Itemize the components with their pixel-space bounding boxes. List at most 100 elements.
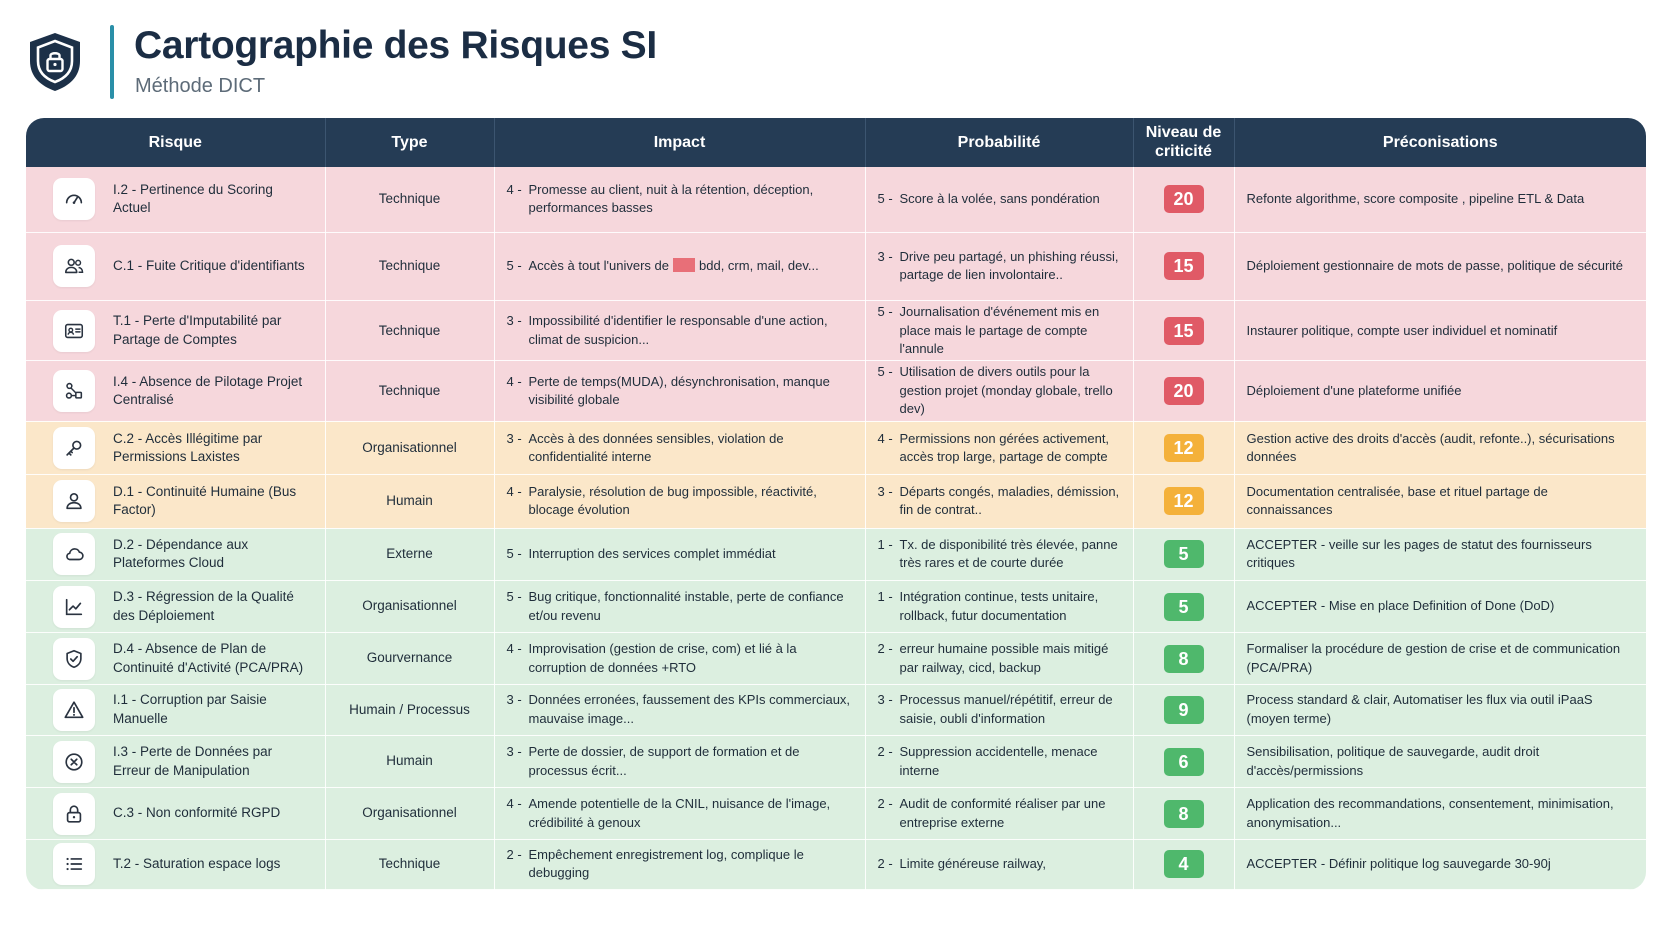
key-icon (66, 440, 82, 456)
criticity-badge: 6 (1163, 747, 1204, 776)
impact-score: 4 - (506, 641, 522, 657)
criticity-badge: 5 (1163, 592, 1204, 621)
impact-text: Interruption des services complet immédi… (528, 546, 776, 562)
impact-text: Accès à des données sensibles, violation… (528, 430, 784, 465)
criticity-badge: 9 (1163, 695, 1204, 724)
risk-icon-box (53, 843, 95, 886)
table-row: C.1 - Fuite Critique d'identifiants Techn… (26, 232, 1646, 302)
table-row: C.2 - Accès Illégitime par Permissions L… (26, 421, 1646, 476)
criticity-cell: 8 (1133, 632, 1235, 685)
recommendation-cell: Refonte algorithme, score composite , pi… (1234, 167, 1646, 233)
criticity-badge: 15 (1163, 316, 1204, 345)
impact-cell: 3 - Perte de dossier, de support de forma… (494, 735, 866, 789)
risk-icon-box (53, 245, 95, 288)
table-row: I.2 - Pertinence du Scoring Actuel Techni… (26, 167, 1646, 233)
probability-score: 4 - (877, 430, 893, 446)
probability-text: Drive peu partagé, un phishing réussi, p… (899, 248, 1119, 283)
impact-cell: 3 - Accès à des données sensibles, violat… (494, 421, 866, 476)
risk-icon-box (53, 740, 95, 783)
risk-icon-box (53, 792, 95, 835)
impact-cell: 4 - Paralysie, résolution de bug impossib… (494, 474, 866, 529)
criticity-cell: 5 (1133, 580, 1235, 634)
risk-label: T.2 - Saturation espace logs (113, 856, 281, 872)
risk-cell: C.1 - Fuite Critique d'identifiants (26, 232, 326, 302)
title-accent-bar (110, 25, 114, 99)
nodes-icon (65, 382, 83, 399)
impact-text: Promesse au client, nuit à la rétention,… (528, 181, 814, 216)
impact-text-before: Accès à tout l'univers de (528, 258, 670, 274)
warning-icon (64, 701, 84, 719)
probability-score: 5 - (877, 364, 893, 380)
type-cell: Technique (325, 167, 495, 233)
type-cell: Technique (325, 839, 495, 890)
risk-label: I.3 - Perte de Données par Erreur de Man… (113, 744, 273, 778)
probability-cell: 5 - Journalisation d'événement mis en pla… (865, 300, 1134, 362)
probability-score: 2 - (877, 744, 893, 760)
probability-cell: 2 - Limite généreuse railway, (865, 839, 1134, 890)
risk-label: T.1 - Perte d'Imputabilité par Partage d… (113, 313, 282, 347)
risk-icon-box (53, 480, 95, 523)
probability-cell: 3 - Processus manuel/répétitif, erreur de… (865, 684, 1134, 737)
risk-label: D.2 - Dépendance aux Plateformes Cloud (113, 536, 249, 571)
probability-cell: 1 - Intégration continue, tests unitaire,… (865, 580, 1134, 634)
circle-x-icon (65, 753, 83, 771)
criticity-badge: 20 (1163, 185, 1204, 214)
probability-cell: 1 - Tx. de disponibilité très élevée, pan… (865, 528, 1134, 582)
type-cell: Humain (325, 474, 495, 529)
impact-cell: 3 - Données erronées, faussement des KPIs… (494, 684, 866, 737)
criticity-badge: 5 (1163, 540, 1204, 569)
recommendation-cell: Documentation centralisée, base et ritue… (1234, 474, 1646, 529)
risk-label: D.1 - Continuité Humaine (Bus Factor) (113, 483, 297, 518)
impact-text: Perte de dossier, de support de formatio… (528, 744, 800, 778)
probability-score: 5 - (877, 191, 893, 207)
id-card-icon (64, 323, 84, 338)
probability-cell: 5 - Utilisation de divers outils pour la … (865, 360, 1134, 422)
column-header-type: Type (325, 118, 495, 167)
impact-text: Perte de temps(MUDA), désynchronisation,… (528, 373, 830, 408)
risk-cell: T.1 - Perte d'Imputabilité par Partage d… (26, 300, 326, 362)
column-header-impact: Impact (494, 118, 866, 167)
probability-cell: 3 - Départs congés, maladies, démission, … (865, 474, 1134, 529)
probability-text: Journalisation d'événement mis en place … (899, 304, 1100, 357)
table-row: D.4 - Absence de Plan de Continuité d'Ac… (26, 632, 1646, 685)
impact-score: 4 - (506, 796, 522, 812)
recommendation-cell: ACCEPTER - veille sur les pages de statu… (1234, 528, 1646, 582)
table-row: D.2 - Dépendance aux Plateformes Cloud Ex… (26, 528, 1646, 582)
type-cell: Technique (325, 360, 495, 422)
risk-icon-box (53, 637, 95, 680)
risk-icon-box (53, 427, 95, 470)
impact-score: 2 - (506, 846, 522, 862)
probability-text: Utilisation de divers outils pour la ges… (899, 364, 1113, 417)
probability-score: 1 - (877, 536, 893, 552)
recommendation-cell: Formaliser la procédure de gestion de cr… (1234, 632, 1646, 685)
table-row: I.4 - Absence de Pilotage Projet Central… (26, 360, 1646, 422)
column-header-niveau: Niveau de criticité (1133, 118, 1235, 167)
probability-text: Score à la volée, sans pondération (899, 191, 1100, 207)
risk-cell: I.2 - Pertinence du Scoring Actuel (26, 167, 326, 233)
recommendation-cell: Instaurer politique, compte user individ… (1234, 300, 1646, 362)
risk-cell: C.3 - Non conformité RGPD (26, 787, 326, 840)
table-row: T.1 - Perte d'Imputabilité par Partage d… (26, 300, 1646, 362)
criticity-cell: 20 (1133, 167, 1235, 233)
impact-score: 4 - (506, 373, 522, 389)
criticity-cell: 15 (1133, 300, 1235, 362)
impact-score: 5 - (506, 589, 522, 605)
type-cell: Organisationnel (325, 580, 495, 634)
risk-icon-box (53, 585, 95, 628)
risk-icon-box (53, 309, 95, 352)
probability-text: Limite généreuse railway, (899, 856, 1046, 872)
impact-score: 3 - (506, 313, 522, 329)
risk-cell: D.4 - Absence de Plan de Continuité d'Ac… (26, 632, 326, 685)
impact-score: 3 - (506, 692, 522, 708)
criticity-badge: 12 (1163, 487, 1204, 516)
probability-score: 2 - (877, 856, 893, 872)
impact-cell: 4 - Perte de temps(MUDA), désynchronisati… (494, 360, 866, 422)
redacted-block (673, 258, 695, 273)
impact-cell: 5 - Bug critique, fonctionnalité instable… (494, 580, 866, 634)
impact-cell: 4 - Amende potentielle de la CNIL, nuisan… (494, 787, 866, 840)
users-icon (64, 258, 84, 274)
impact-text: Amende potentielle de la CNIL, nuisance … (528, 796, 831, 830)
type-cell: Externe (325, 528, 495, 582)
table-header-row: Risque Type Impact Probabilité Niveau de… (26, 118, 1646, 167)
table-row: T.2 - Saturation espace logs Technique 2 -… (26, 839, 1646, 890)
